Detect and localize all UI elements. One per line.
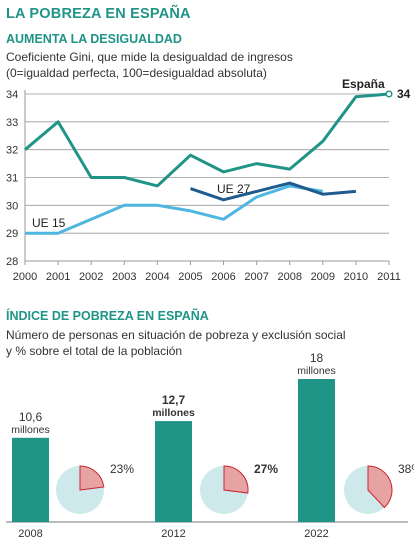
y-tick-label: 33 (6, 117, 18, 129)
series-label-ue27: UE 27 (217, 182, 251, 196)
x-tick-label: 2008 (277, 271, 301, 283)
pie-percent-label: 38% (398, 462, 414, 476)
inequality-heading: AUMENTA LA DESIGUALDAD (6, 32, 182, 46)
spain-end-value: 34 (397, 87, 411, 101)
x-tick-label: 2008 (18, 528, 42, 540)
bar (155, 421, 192, 522)
poverty-description-line1: Número de personas en situación de pobre… (6, 328, 346, 342)
x-tick-label: 2006 (211, 271, 235, 283)
y-tick-label: 30 (6, 200, 18, 212)
poverty-heading: ÍNDICE DE POBREZA EN ESPAÑA (6, 309, 209, 323)
y-tick-label: 28 (6, 256, 18, 268)
x-tick-label: 2005 (178, 271, 202, 283)
bar-value-label: 12,7 (162, 393, 186, 407)
x-tick-label: 2007 (244, 271, 268, 283)
bar (298, 379, 335, 522)
x-tick-label: 2022 (304, 528, 328, 540)
page-title: LA POBREZA EN ESPAÑA (6, 6, 191, 22)
series-label-ue15: UE 15 (32, 216, 66, 230)
pie-slice (223, 465, 249, 494)
x-tick-label: 2003 (112, 271, 136, 283)
inequality-description-line2: (0=igualdad perfecta, 100=desigualdad ab… (6, 66, 267, 80)
pie-percent-label: 23% (110, 462, 134, 476)
inequality-description: Coeficiente Gini, que mide la desigualda… (6, 49, 406, 81)
bar-value-label: 10,6 (19, 410, 43, 424)
bar (12, 437, 49, 522)
poverty-description: Número de personas en situación de pobre… (6, 327, 406, 359)
pie-percent-label: 27% (254, 462, 278, 476)
y-tick-label: 31 (6, 173, 18, 185)
series-line-ue15 (25, 184, 324, 235)
inequality-description-line1: Coeficiente Gini, que mide la desigualda… (6, 50, 293, 64)
series-line-spain (24, 92, 390, 188)
x-tick-label: 2009 (311, 271, 335, 283)
spain-end-marker (385, 90, 393, 98)
y-tick-label: 34 (6, 89, 18, 101)
bar-unit-label: millones (297, 365, 336, 377)
y-tick-label: 32 (6, 145, 18, 157)
gini-line-chart: 28 29 30 31 32 33 34 2000 2001 2002 2003 2004 2005 20… (6, 77, 411, 283)
y-tick-label: 29 (6, 228, 18, 240)
x-tick-label: 2001 (46, 271, 70, 283)
pie-slice (367, 465, 393, 509)
pie-slice (79, 465, 105, 491)
x-tick-label: 2000 (13, 271, 37, 283)
bar-unit-label: millones (11, 424, 50, 436)
poverty-description-line2: y % sobre el total de la población (6, 344, 183, 358)
x-tick-label: 2012 (161, 528, 185, 540)
x-tick-label: 2011 (377, 271, 401, 283)
x-tick-label: 2010 (344, 271, 368, 283)
x-tick-label: 2002 (79, 271, 103, 283)
bar-value-label: 18 (310, 351, 324, 365)
x-tick-label: 2004 (145, 271, 169, 283)
series-label-spain: España (342, 77, 385, 91)
bar-unit-label: millones (152, 407, 195, 419)
series-line-ue27 (190, 181, 357, 202)
